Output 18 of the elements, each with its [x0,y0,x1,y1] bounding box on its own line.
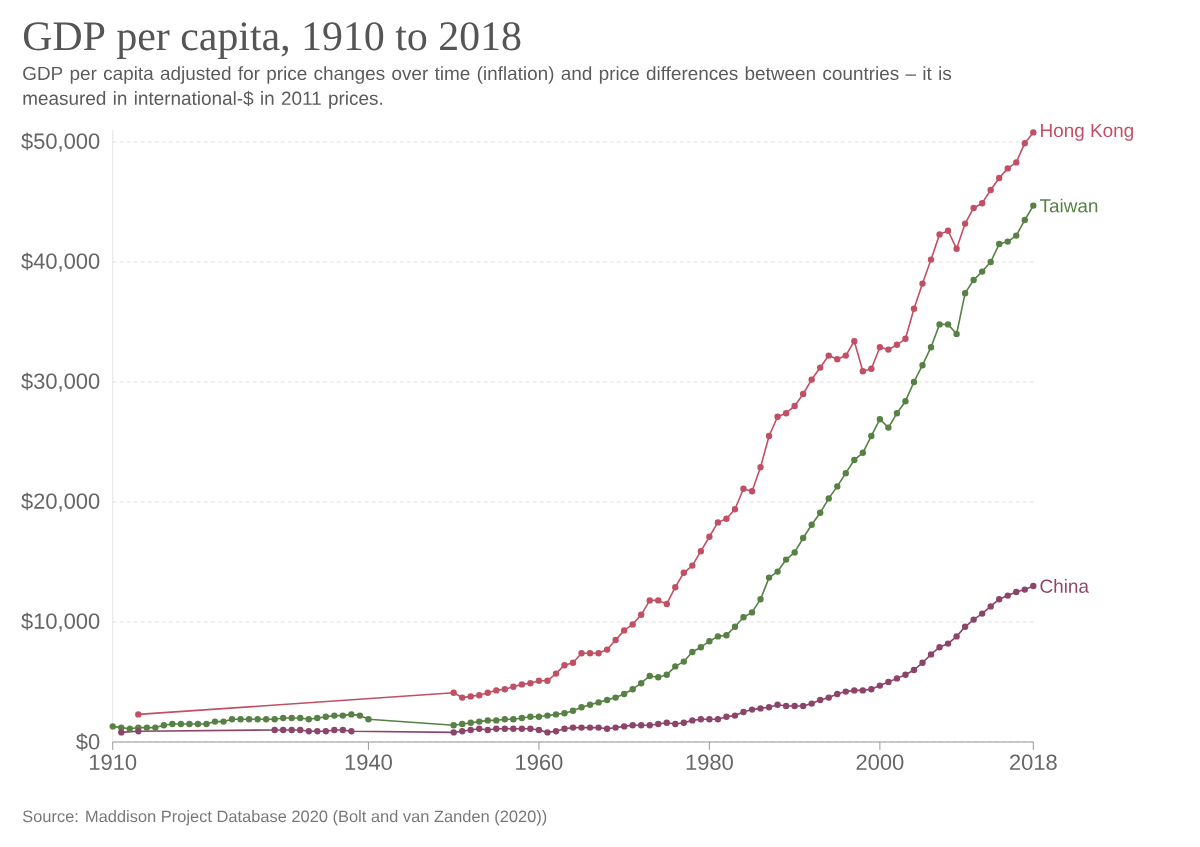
series-label: China [1040,579,1089,593]
x-tick-label: 1980 [686,754,733,771]
x-tick-label: 2018 [1010,754,1057,771]
y-tick-label: $30,000 [21,372,100,392]
y-tick-label: $40,000 [21,252,100,272]
x-tick-label: 1910 [90,754,137,771]
x-tick-label: 1960 [516,754,563,771]
y-tick-label: $10,000 [21,612,100,632]
y-tick-label: $0 [76,733,100,751]
x-tick-label: 2000 [856,754,904,771]
chart-subtitle: GDP per capita adjusted for price changes over time (inflation) and price differences between countries – it is measured in international-$ in 2011 prices. [23,66,952,109]
series-label: Hong Kong [1041,123,1133,141]
chart-title: GDP per capita, 1910 to 2018 [23,22,521,59]
y-tick-label: $50,000 [21,132,100,152]
source-note: Source: Maddison Project Database 2020 (Bolt and van Zanden (2020)) [22,810,547,826]
y-tick-label: $20,000 [21,492,100,512]
x-tick-label: 1940 [345,754,392,771]
series-label: Taiwan [1039,198,1098,213]
